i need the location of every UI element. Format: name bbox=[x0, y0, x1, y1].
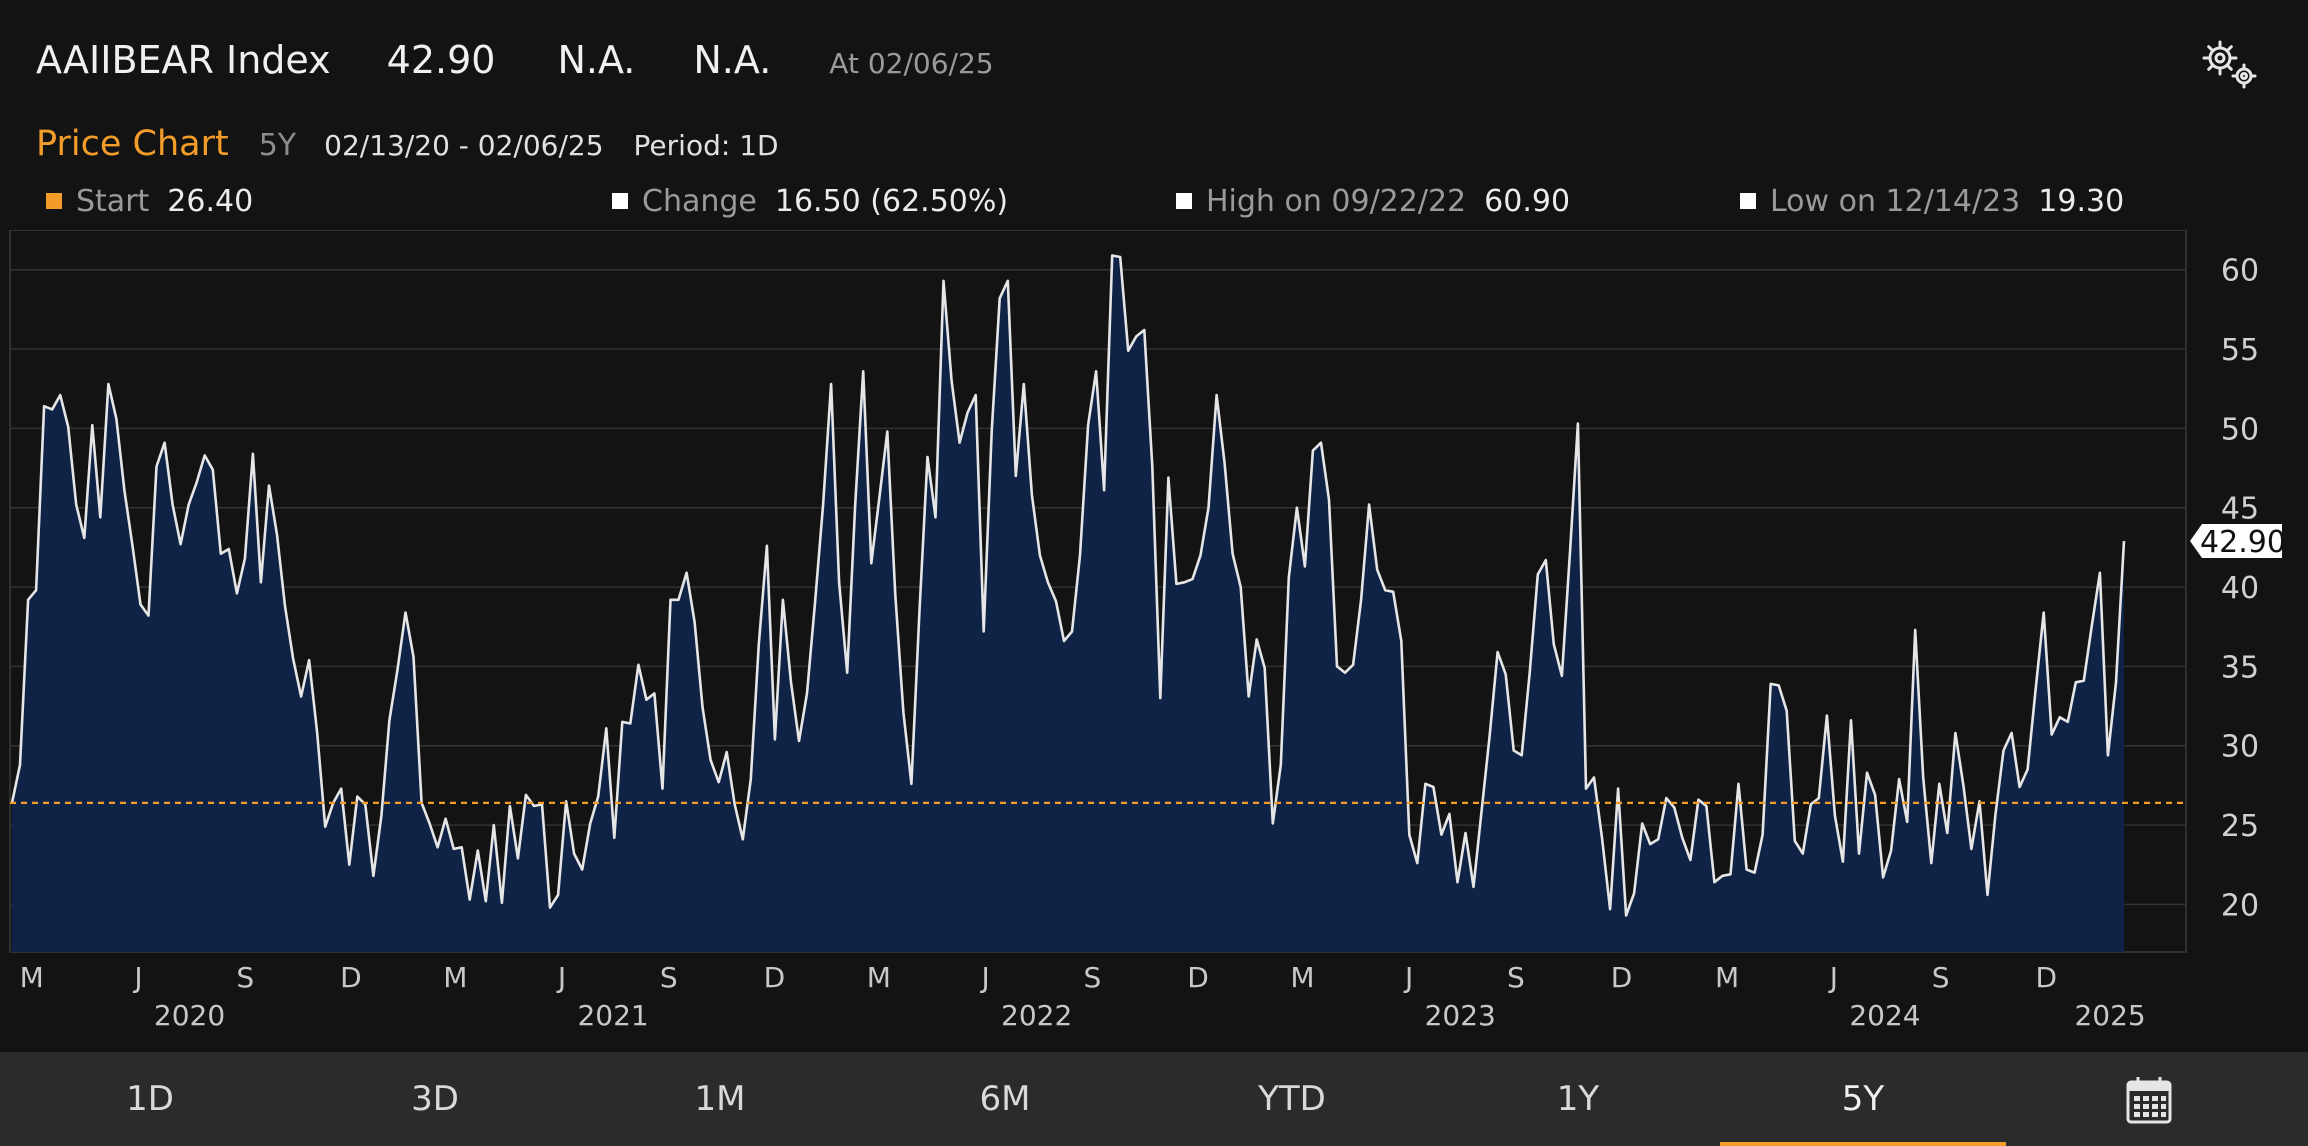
tab-label: 1M bbox=[694, 1079, 746, 1119]
last-price: 42.90 bbox=[386, 38, 496, 82]
x-tick-label: M bbox=[1290, 961, 1314, 994]
y-tick-label: 20 bbox=[2221, 888, 2259, 923]
series-area bbox=[12, 255, 2124, 952]
stat-high: High on 09/22/22 60.90 bbox=[1176, 184, 1570, 219]
calendar-icon[interactable] bbox=[2126, 1076, 2172, 1124]
x-tick-label: M bbox=[20, 961, 44, 994]
x-year-label: 2022 bbox=[1001, 999, 1072, 1032]
period-label: Period: 1D bbox=[633, 129, 779, 162]
y-tick-label: 55 bbox=[2221, 333, 2259, 368]
x-tick-label: D bbox=[1187, 961, 1209, 994]
x-tick-label: S bbox=[1507, 961, 1525, 994]
y-tick-label: 25 bbox=[2221, 809, 2259, 844]
y-tick-label: 50 bbox=[2221, 412, 2259, 447]
tab-5y[interactable]: 5Y bbox=[1720, 1052, 2006, 1146]
as-of-date: At 02/06/25 bbox=[829, 47, 994, 80]
period-short: 5Y bbox=[258, 128, 297, 163]
start-label: Start bbox=[76, 184, 150, 219]
last-value-label: 42.90 bbox=[2200, 525, 2286, 560]
y-tick-label: 45 bbox=[2221, 492, 2259, 527]
date-range: 02/13/20 - 02/06/25 bbox=[324, 129, 604, 162]
y-tick-label: 30 bbox=[2221, 730, 2259, 765]
x-tick-label: M bbox=[1715, 961, 1739, 994]
stat-start: Start 26.40 bbox=[46, 184, 253, 219]
y-tick-label: 40 bbox=[2221, 571, 2259, 606]
x-tick-label: D bbox=[340, 961, 362, 994]
last-value-tag bbox=[2190, 524, 2282, 559]
tab-label: 1Y bbox=[1556, 1079, 1600, 1119]
high-label: High on 09/22/22 bbox=[1206, 184, 1467, 219]
x-tick-label: S bbox=[1083, 961, 1101, 994]
tab-label: 3D bbox=[411, 1079, 459, 1119]
high-legend-marker bbox=[1176, 193, 1192, 209]
x-tick-label: D bbox=[2035, 961, 2057, 994]
tab-label: 5Y bbox=[1841, 1079, 1885, 1119]
x-tick-label: S bbox=[660, 961, 678, 994]
percent-change: N.A. bbox=[693, 38, 772, 82]
period-tab-bar: 1D 3D 1M 6M YTD 1Y 5Y bbox=[0, 1052, 2308, 1146]
chart-subheader: Price Chart 5Y 02/13/20 - 02/06/25 Perio… bbox=[36, 124, 779, 164]
low-value: 19.30 bbox=[2038, 184, 2125, 219]
tab-label: YTD bbox=[1258, 1079, 1326, 1119]
x-tick-label: D bbox=[1611, 961, 1633, 994]
change-legend-marker bbox=[612, 193, 628, 209]
change-label: Change bbox=[642, 184, 757, 219]
low-label: Low on 12/14/23 bbox=[1770, 184, 2021, 219]
tab-1m[interactable]: 1M bbox=[577, 1052, 863, 1146]
x-year-label: 2021 bbox=[577, 999, 648, 1032]
y-tick-label: 60 bbox=[2221, 254, 2259, 289]
y-tick-label: 35 bbox=[2221, 650, 2259, 685]
x-year-label: 2025 bbox=[2074, 999, 2145, 1032]
x-tick-label: D bbox=[764, 961, 786, 994]
x-tick-label: J bbox=[556, 961, 566, 994]
gears-icon[interactable] bbox=[2196, 36, 2262, 92]
header: AAIIBEAR Index 42.90 N.A. N.A. At 02/06/… bbox=[36, 38, 994, 98]
x-year-label: 2023 bbox=[1425, 999, 1496, 1032]
x-tick-label: S bbox=[1932, 961, 1950, 994]
low-legend-marker bbox=[1740, 193, 1756, 209]
x-tick-label: S bbox=[236, 961, 254, 994]
x-year-label: 2024 bbox=[1849, 999, 1920, 1032]
high-value: 60.90 bbox=[1484, 184, 1571, 219]
stat-low: Low on 12/14/23 19.30 bbox=[1740, 184, 2124, 219]
x-tick-label: J bbox=[132, 961, 142, 994]
tab-6m[interactable]: 6M bbox=[862, 1052, 1148, 1146]
x-tick-label: J bbox=[979, 961, 989, 994]
active-tab-underline bbox=[1720, 1142, 2006, 1146]
tab-label: 1D bbox=[126, 1079, 174, 1119]
price-chart-label[interactable]: Price Chart bbox=[36, 124, 229, 164]
stat-change: Change 16.50 (62.50%) bbox=[612, 184, 1008, 219]
x-tick-label: J bbox=[1403, 961, 1413, 994]
tab-label: 6M bbox=[979, 1079, 1031, 1119]
start-value: 26.40 bbox=[167, 184, 254, 219]
x-tick-label: M bbox=[867, 961, 891, 994]
tab-3d[interactable]: 3D bbox=[292, 1052, 578, 1146]
x-tick-label: M bbox=[443, 961, 467, 994]
tab-ytd[interactable]: YTD bbox=[1149, 1052, 1435, 1146]
x-year-label: 2020 bbox=[154, 999, 225, 1032]
x-tick-label: J bbox=[1828, 961, 1838, 994]
tab-1d[interactable]: 1D bbox=[7, 1052, 293, 1146]
net-change: N.A. bbox=[557, 38, 636, 82]
change-value: 16.50 (62.50%) bbox=[774, 184, 1009, 219]
start-legend-marker bbox=[46, 193, 62, 209]
security-title[interactable]: AAIIBEAR Index bbox=[36, 38, 331, 82]
tab-1y[interactable]: 1Y bbox=[1435, 1052, 1721, 1146]
